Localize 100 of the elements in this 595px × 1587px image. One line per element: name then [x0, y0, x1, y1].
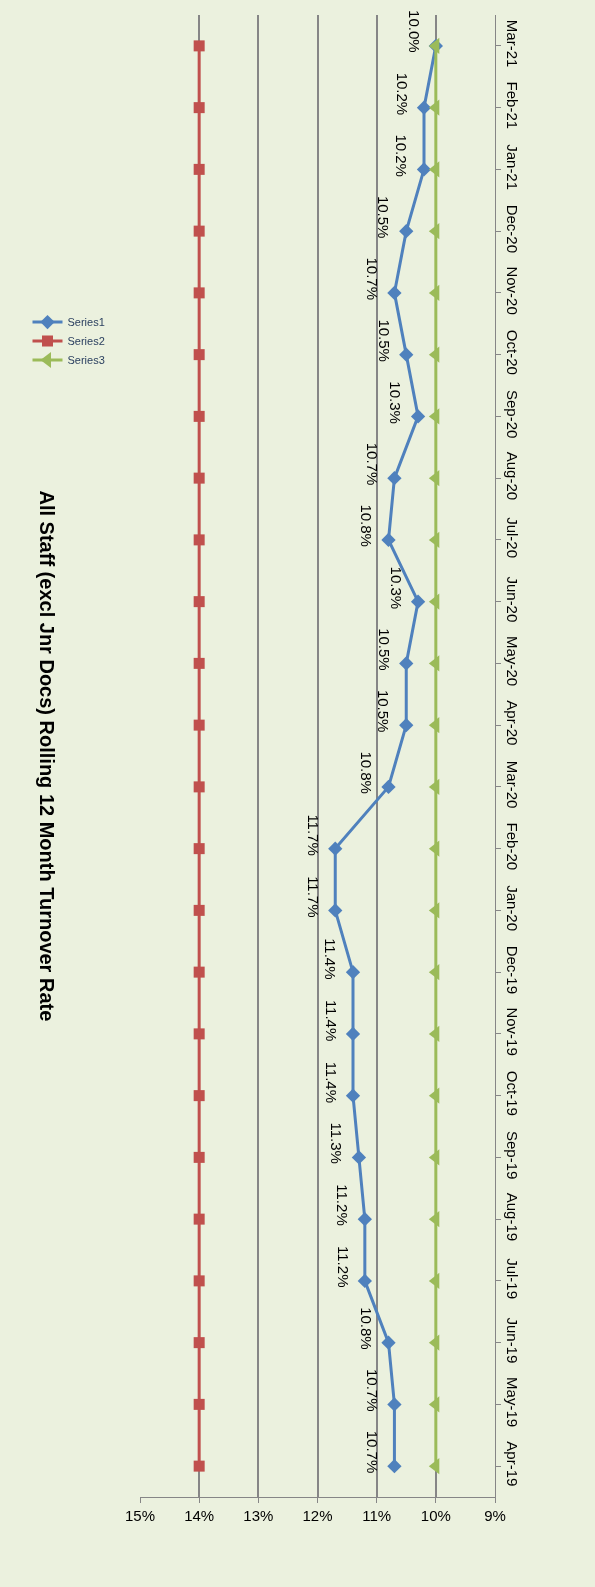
y-tick-label: Jul-20 [504, 517, 521, 559]
point [193, 1275, 205, 1287]
y-tick-label: Aug-19 [504, 1192, 521, 1242]
data-label: 10.5% [375, 195, 393, 239]
point [193, 904, 205, 916]
y-tick-label: Aug-20 [504, 451, 521, 501]
point [193, 163, 205, 175]
point [193, 1337, 205, 1349]
y-tick-label: Apr-20 [504, 700, 521, 746]
point [428, 1458, 440, 1475]
point [193, 1090, 205, 1102]
data-label: 10.5% [375, 319, 393, 362]
point [193, 287, 205, 299]
point [193, 225, 205, 237]
point [193, 1213, 205, 1225]
y-tick-label: Jun-20 [504, 576, 521, 623]
y-tick-label: Dec-19 [504, 945, 521, 995]
data-label: 11.2% [333, 1184, 351, 1226]
point [193, 1398, 205, 1410]
point [399, 717, 414, 733]
y-tick-label: Apr-19 [504, 1441, 521, 1487]
point [351, 1150, 367, 1165]
point [428, 1334, 440, 1351]
point [410, 594, 426, 609]
point [428, 346, 440, 363]
y-tick-label: Oct-20 [504, 329, 521, 375]
point [428, 1272, 440, 1289]
data-label: 10.0% [405, 10, 423, 53]
point [328, 841, 343, 856]
text: All Staff (excl Jnr Docs) Rolling 12 Month Turnover Rate [35, 490, 58, 1022]
data-label: 11.3% [328, 1122, 346, 1164]
y-tick-label: May-19 [504, 1377, 521, 1428]
data-label: 10.3% [387, 381, 405, 424]
y-tick-label: Jun-19 [504, 1317, 521, 1364]
point [193, 534, 205, 546]
point [428, 778, 440, 795]
point [193, 966, 205, 978]
point [416, 100, 432, 115]
y-tick-label: Feb-21 [504, 81, 521, 130]
legend-label: Series2 [67, 335, 105, 348]
point [387, 1458, 402, 1474]
data-label: 10.7% [363, 1368, 381, 1412]
y-tick-label: Feb-20 [504, 822, 521, 871]
point [428, 840, 440, 857]
point [193, 657, 205, 669]
data-label: 11.4% [322, 1061, 340, 1104]
y-tick-label: Jan-20 [504, 885, 521, 932]
point [428, 1087, 440, 1104]
point [428, 99, 440, 116]
data-label: 10.2% [393, 72, 411, 116]
x-tick-label: 11% [362, 1507, 392, 1524]
point [428, 1149, 440, 1166]
point [345, 1026, 361, 1042]
y-tick-label: Mar-21 [504, 19, 521, 68]
data-label: 10.8% [358, 751, 376, 794]
point [410, 409, 426, 424]
data-label: 10.8% [358, 504, 376, 547]
legend-label: Series3 [67, 354, 105, 367]
point [428, 531, 440, 548]
point [381, 1335, 396, 1350]
data-label: 10.7% [364, 257, 382, 301]
point [428, 655, 440, 672]
data-label: 10.5% [375, 689, 393, 733]
point [399, 223, 414, 239]
x-tick-label: 15% [124, 1507, 156, 1524]
data-label: 10.7% [363, 1430, 381, 1474]
point [193, 781, 205, 793]
point [428, 717, 440, 734]
point [381, 532, 396, 548]
x-tick-label: 13% [243, 1507, 274, 1524]
point [428, 1025, 440, 1042]
point [193, 102, 205, 114]
point [428, 593, 440, 610]
y-tick-label: May-20 [504, 636, 521, 687]
point [193, 40, 205, 52]
point [416, 162, 432, 177]
y-tick-label: Sep-20 [504, 389, 521, 439]
y-tick-label: Nov-19 [504, 1007, 521, 1056]
point [193, 472, 205, 484]
point [387, 1397, 402, 1412]
point [193, 410, 205, 422]
data-label: 11.2% [334, 1246, 352, 1288]
x-tick-label: 9% [484, 1507, 506, 1524]
point [357, 1273, 372, 1289]
point [193, 1151, 205, 1163]
data-label: 10.5% [375, 628, 393, 671]
point [387, 285, 402, 301]
y-tick-label: Sep-19 [504, 1130, 521, 1180]
y-tick-label: Jan-21 [504, 144, 521, 191]
data-label: 10.3% [387, 566, 405, 610]
point [381, 779, 396, 795]
legend-label: Series1 [67, 316, 105, 329]
point [428, 1396, 440, 1413]
y-tick-label: Oct-19 [504, 1070, 521, 1116]
data-label: 10.2% [393, 134, 411, 177]
data-label: 10.7% [363, 442, 381, 486]
point [428, 902, 440, 919]
point [193, 843, 205, 855]
data-label: 11.4% [322, 999, 340, 1042]
y-tick-label: Nov-20 [504, 266, 521, 315]
